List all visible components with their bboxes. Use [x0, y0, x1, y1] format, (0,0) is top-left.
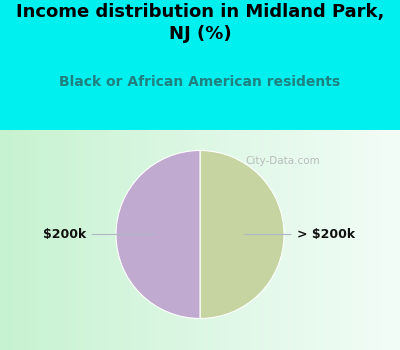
Text: > $200k: > $200k — [245, 228, 355, 241]
Text: Income distribution in Midland Park,
NJ (%): Income distribution in Midland Park, NJ … — [16, 2, 384, 43]
Wedge shape — [116, 150, 200, 318]
Text: City-Data.com: City-Data.com — [245, 156, 320, 166]
Text: $200k: $200k — [43, 228, 155, 241]
Text: Black or African American residents: Black or African American residents — [60, 75, 340, 89]
Wedge shape — [200, 150, 284, 318]
